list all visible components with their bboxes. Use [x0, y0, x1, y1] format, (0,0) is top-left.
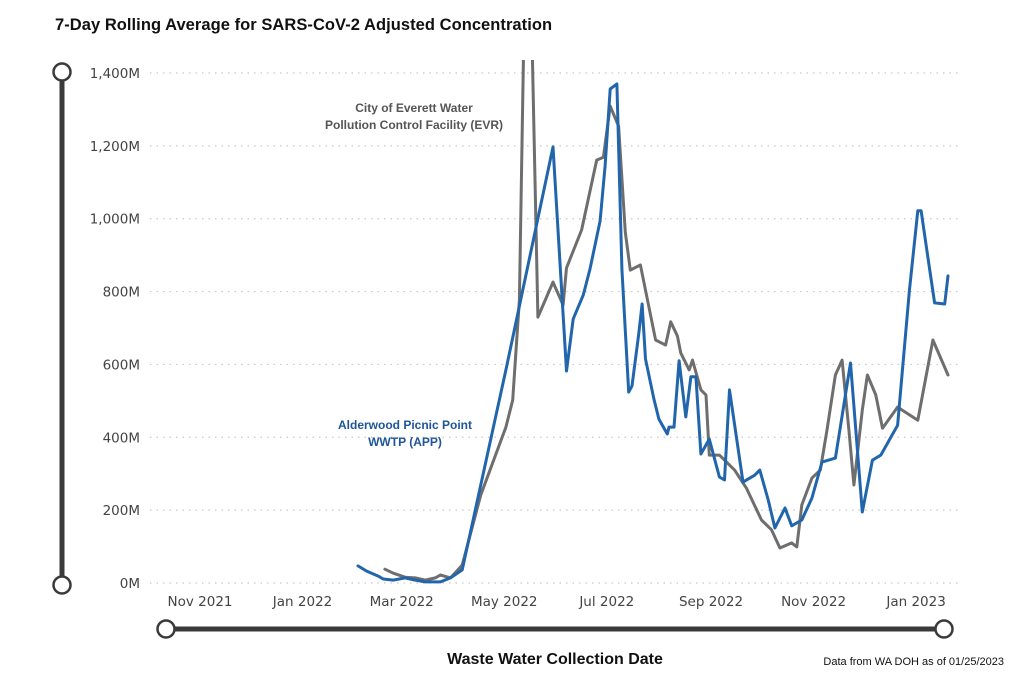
y-tick-label: 0M — [120, 576, 140, 592]
gridlines — [150, 72, 962, 584]
x-tick-label: Jan 2022 — [272, 594, 332, 610]
series-label-evr: City of Everett Water — [355, 101, 473, 115]
y-tick-label: 400M — [103, 430, 140, 446]
x-tick-label: Jan 2023 — [885, 594, 945, 610]
y-tick-label: 1,000M — [90, 212, 140, 228]
y-tick-label: 1,200M — [90, 139, 140, 155]
x-tick-label: Nov 2022 — [781, 594, 846, 610]
x-slider-right-handle[interactable] — [934, 619, 954, 639]
series-label-evr: Pollution Control Facility (EVR) — [325, 118, 503, 132]
y-axis-ticks: 0M 200M 400M 600M 800M 1,000M 1,200M 1,400M — [90, 66, 140, 592]
x-tick-label: Mar 2022 — [370, 594, 434, 610]
x-axis-range-slider[interactable] — [156, 619, 954, 639]
x-axis-title: Waste Water Collection Date — [447, 651, 663, 668]
y-tick-label: 200M — [103, 503, 140, 519]
x-tick-label: May 2022 — [471, 594, 538, 610]
y-tick-label: 600M — [103, 357, 140, 373]
series-labels: Alderwood Picnic Point WWTP (APP) City of … — [325, 101, 503, 449]
series-lines — [356, 0, 950, 584]
x-tick-label: Jul 2022 — [578, 594, 634, 610]
y-tick-label: 800M — [103, 285, 140, 301]
y-tick-label: 1,400M — [90, 66, 140, 82]
data-source-footnote: Data from WA DOH as of 01/25/2023 — [823, 656, 1004, 668]
x-tick-label: Sep 2022 — [679, 594, 743, 610]
y-slider-top-handle[interactable] — [52, 62, 72, 82]
x-slider-left-handle[interactable] — [156, 619, 176, 639]
series-line-evr[interactable] — [383, 0, 950, 582]
y-slider-bottom-handle[interactable] — [52, 575, 72, 595]
x-axis-ticks: Nov 2021 Jan 2022 Mar 2022 May 2022 Jul 2022… — [168, 594, 946, 610]
series-line-app[interactable] — [356, 82, 950, 584]
series-label-app: Alderwood Picnic Point — [338, 418, 472, 432]
x-tick-label: Nov 2021 — [168, 594, 233, 610]
y-axis-range-slider[interactable] — [52, 62, 72, 595]
chart-title: 7-Day Rolling Average for SARS-CoV-2 Adj… — [55, 16, 553, 34]
series-label-app: WWTP (APP) — [368, 435, 442, 449]
